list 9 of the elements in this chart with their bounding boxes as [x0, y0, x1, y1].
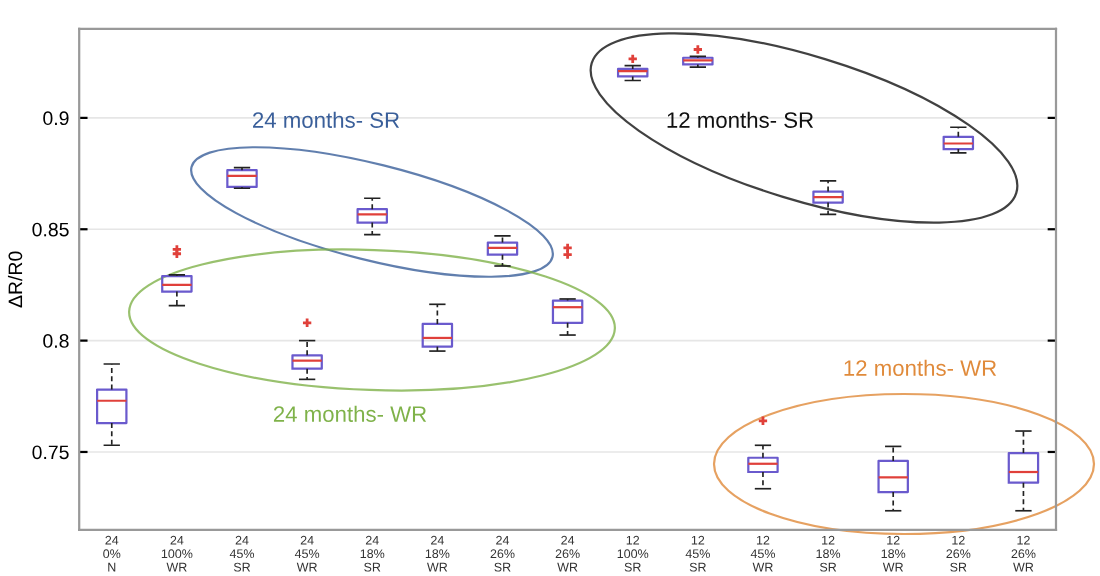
annotation: 24 months- WR [273, 405, 427, 422]
y-tick-label: 0.85 [32, 222, 69, 237]
annotation: 24 months- SR [253, 111, 400, 128]
y-axis-title: ΔR/R0 [7, 251, 23, 308]
y-tick-label: 0.9 [43, 111, 69, 126]
annotation: 12 months- SR [667, 111, 814, 128]
y-tick-label: 0.8 [43, 334, 69, 348]
y-tick-label: 0.75 [32, 445, 69, 460]
annotation: 12 months- WR [844, 359, 997, 376]
